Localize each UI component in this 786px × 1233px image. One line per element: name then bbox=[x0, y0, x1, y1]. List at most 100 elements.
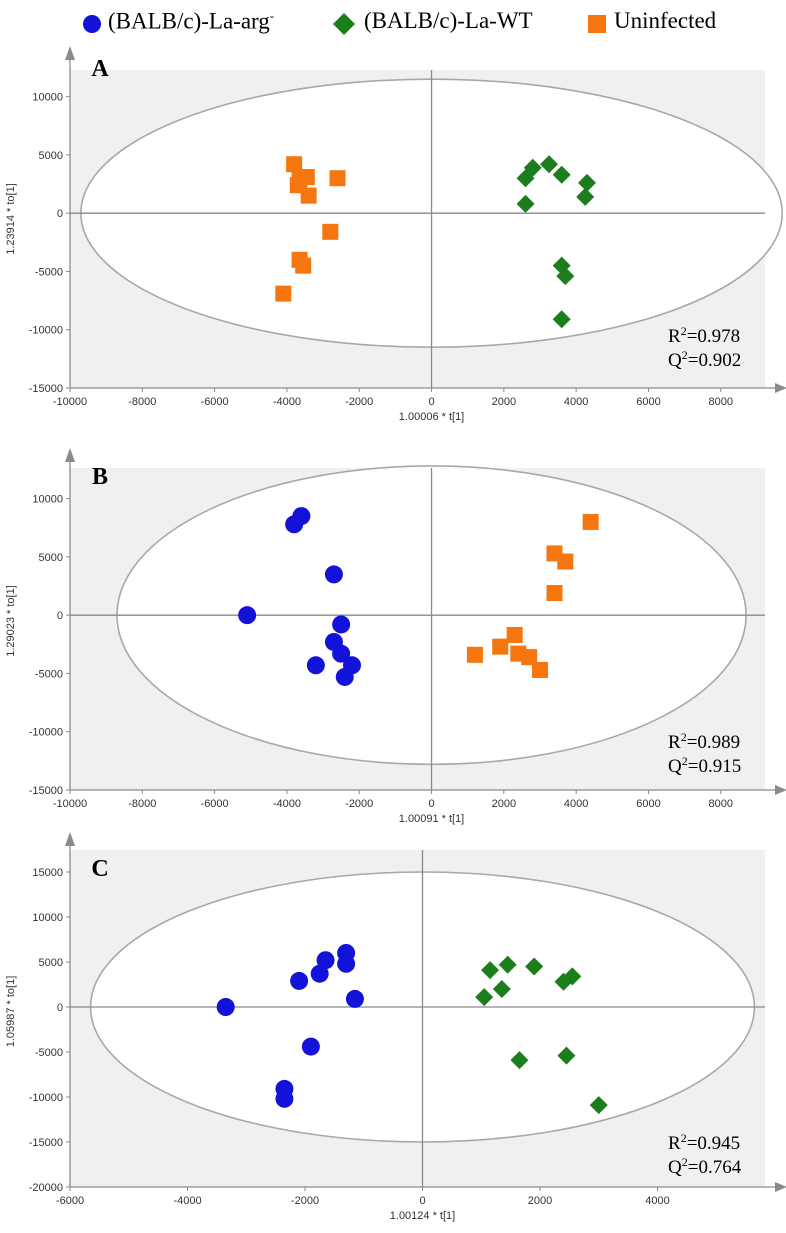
data-point-square bbox=[295, 257, 312, 274]
data-point-square bbox=[300, 187, 317, 204]
y-tick-label: 5000 bbox=[39, 957, 63, 969]
x-tick-label: -6000 bbox=[201, 396, 229, 408]
data-point-square bbox=[546, 585, 563, 602]
y-tick-label: -10000 bbox=[29, 727, 63, 739]
legend-item-wt: (BALB/c)-La-WT bbox=[364, 8, 533, 34]
x-tick-label: -6000 bbox=[201, 798, 229, 810]
y-tick-label: 0 bbox=[57, 1002, 63, 1014]
data-point-square bbox=[286, 156, 303, 173]
x-axis-label: 1.00091 * t[1] bbox=[399, 813, 464, 825]
data-point-diamond bbox=[557, 1046, 576, 1065]
data-point-square bbox=[492, 638, 509, 655]
legend-item-uninfected: Uninfected bbox=[614, 8, 716, 34]
data-point-diamond bbox=[554, 972, 573, 991]
x-tick-label: -10000 bbox=[53, 396, 87, 408]
data-point-circle bbox=[301, 1037, 320, 1056]
data-point-circle bbox=[332, 615, 351, 634]
data-point-square bbox=[466, 646, 483, 663]
x-tick-label: -4000 bbox=[173, 1195, 201, 1207]
data-point-diamond bbox=[552, 310, 571, 329]
x-tick-label: 6000 bbox=[636, 396, 660, 408]
y-tick-label: -15000 bbox=[29, 383, 63, 395]
y-tick-label: -5000 bbox=[35, 1047, 63, 1059]
data-point-square bbox=[557, 553, 574, 570]
data-point-diamond bbox=[475, 988, 494, 1007]
legend-item-arg: (BALB/c)-La-arg- bbox=[108, 8, 274, 35]
x-tick-label: 4000 bbox=[564, 396, 588, 408]
data-point-circle bbox=[345, 989, 364, 1008]
r2-label: R2=0.978 bbox=[668, 324, 740, 347]
y-tick-label: 0 bbox=[57, 610, 63, 622]
x-axis-label: 1.00006 * t[1] bbox=[399, 411, 464, 423]
legend-label-arg: (BALB/c)-La-arg bbox=[108, 8, 270, 34]
x-axis-arrow bbox=[775, 785, 786, 795]
x-axis-label: 1.00124 * t[1] bbox=[390, 1210, 455, 1222]
r2-label: R2=0.945 bbox=[668, 1131, 740, 1154]
data-point-diamond bbox=[481, 961, 500, 980]
y-tick-label: -15000 bbox=[29, 1137, 63, 1149]
x-tick-label: -2000 bbox=[345, 798, 373, 810]
data-point-circle bbox=[216, 998, 235, 1016]
data-point-diamond bbox=[556, 267, 575, 286]
x-tick-label: 2000 bbox=[492, 396, 516, 408]
data-point-circle bbox=[285, 515, 304, 534]
y-tick-label: -20000 bbox=[29, 1182, 63, 1194]
y-tick-label: -5000 bbox=[35, 266, 63, 278]
y-tick-label: 10000 bbox=[32, 92, 63, 104]
panel-letter: C bbox=[91, 856, 108, 882]
y-tick-label: 5000 bbox=[39, 552, 63, 564]
data-point-diamond bbox=[576, 187, 595, 206]
data-point-square bbox=[329, 170, 346, 187]
x-tick-label: 4000 bbox=[645, 1195, 669, 1207]
x-tick-label: 0 bbox=[428, 396, 434, 408]
data-point-square bbox=[506, 626, 523, 643]
q2-label: Q2=0.902 bbox=[668, 348, 741, 371]
x-tick-label: -2000 bbox=[291, 1195, 319, 1207]
x-tick-label: 0 bbox=[428, 798, 434, 810]
data-point-square bbox=[322, 223, 339, 240]
panel-A: -10000 -8000 -6000 -4000 -2000 0 2000 4000 6000 8… bbox=[5, 46, 786, 423]
data-point-circle bbox=[238, 606, 257, 625]
y-axis-label: 1.05987 * to[1] bbox=[5, 976, 17, 1048]
legend-label-wt: (BALB/c)-La-WT bbox=[364, 8, 533, 33]
x-tick-label: -10000 bbox=[53, 798, 87, 810]
q2-label: Q2=0.915 bbox=[668, 754, 741, 777]
x-tick-label: 4000 bbox=[564, 798, 588, 810]
data-point-diamond bbox=[516, 194, 535, 213]
x-tick-label: -6000 bbox=[56, 1195, 84, 1207]
y-tick-label: -10000 bbox=[29, 325, 63, 337]
legend: (BALB/c)-La-arg- (BALB/c)-La-WT Uninfect… bbox=[0, 0, 786, 50]
data-point-diamond bbox=[498, 955, 517, 974]
y-tick-label: 15000 bbox=[32, 867, 63, 879]
y-axis-arrow bbox=[65, 46, 75, 60]
y-tick-label: 10000 bbox=[32, 494, 63, 506]
panel-letter: A bbox=[91, 56, 109, 82]
x-tick-label: -8000 bbox=[128, 396, 156, 408]
data-point-circle bbox=[290, 971, 309, 990]
data-point-diamond bbox=[523, 158, 542, 177]
legend-label-arg-sup: - bbox=[269, 8, 275, 23]
data-point-diamond bbox=[552, 165, 571, 184]
data-point-square bbox=[521, 649, 538, 666]
legend-circle-marker bbox=[83, 15, 101, 33]
y-tick-label: -15000 bbox=[29, 785, 63, 797]
x-tick-label: 8000 bbox=[709, 396, 733, 408]
panel-B: -10000 -8000 -6000 -4000 -2000 0 2000 4000 6000 8… bbox=[5, 448, 786, 825]
y-tick-label: 0 bbox=[57, 208, 63, 220]
r2-label: R2=0.989 bbox=[668, 730, 740, 753]
x-axis-arrow bbox=[775, 1182, 786, 1192]
y-tick-label: -5000 bbox=[35, 668, 63, 680]
x-tick-label: 0 bbox=[419, 1195, 425, 1207]
x-tick-label: -2000 bbox=[345, 396, 373, 408]
x-tick-label: 6000 bbox=[636, 798, 660, 810]
data-point-circle bbox=[306, 656, 325, 675]
y-axis-arrow bbox=[65, 448, 75, 462]
y-tick-label: 5000 bbox=[39, 150, 63, 162]
legend-diamond-marker bbox=[333, 13, 355, 35]
data-point-diamond bbox=[589, 1096, 608, 1115]
data-point-diamond bbox=[525, 957, 544, 976]
data-point-square bbox=[582, 513, 599, 530]
panel-letter: B bbox=[92, 464, 108, 490]
data-point-circle bbox=[310, 964, 329, 983]
